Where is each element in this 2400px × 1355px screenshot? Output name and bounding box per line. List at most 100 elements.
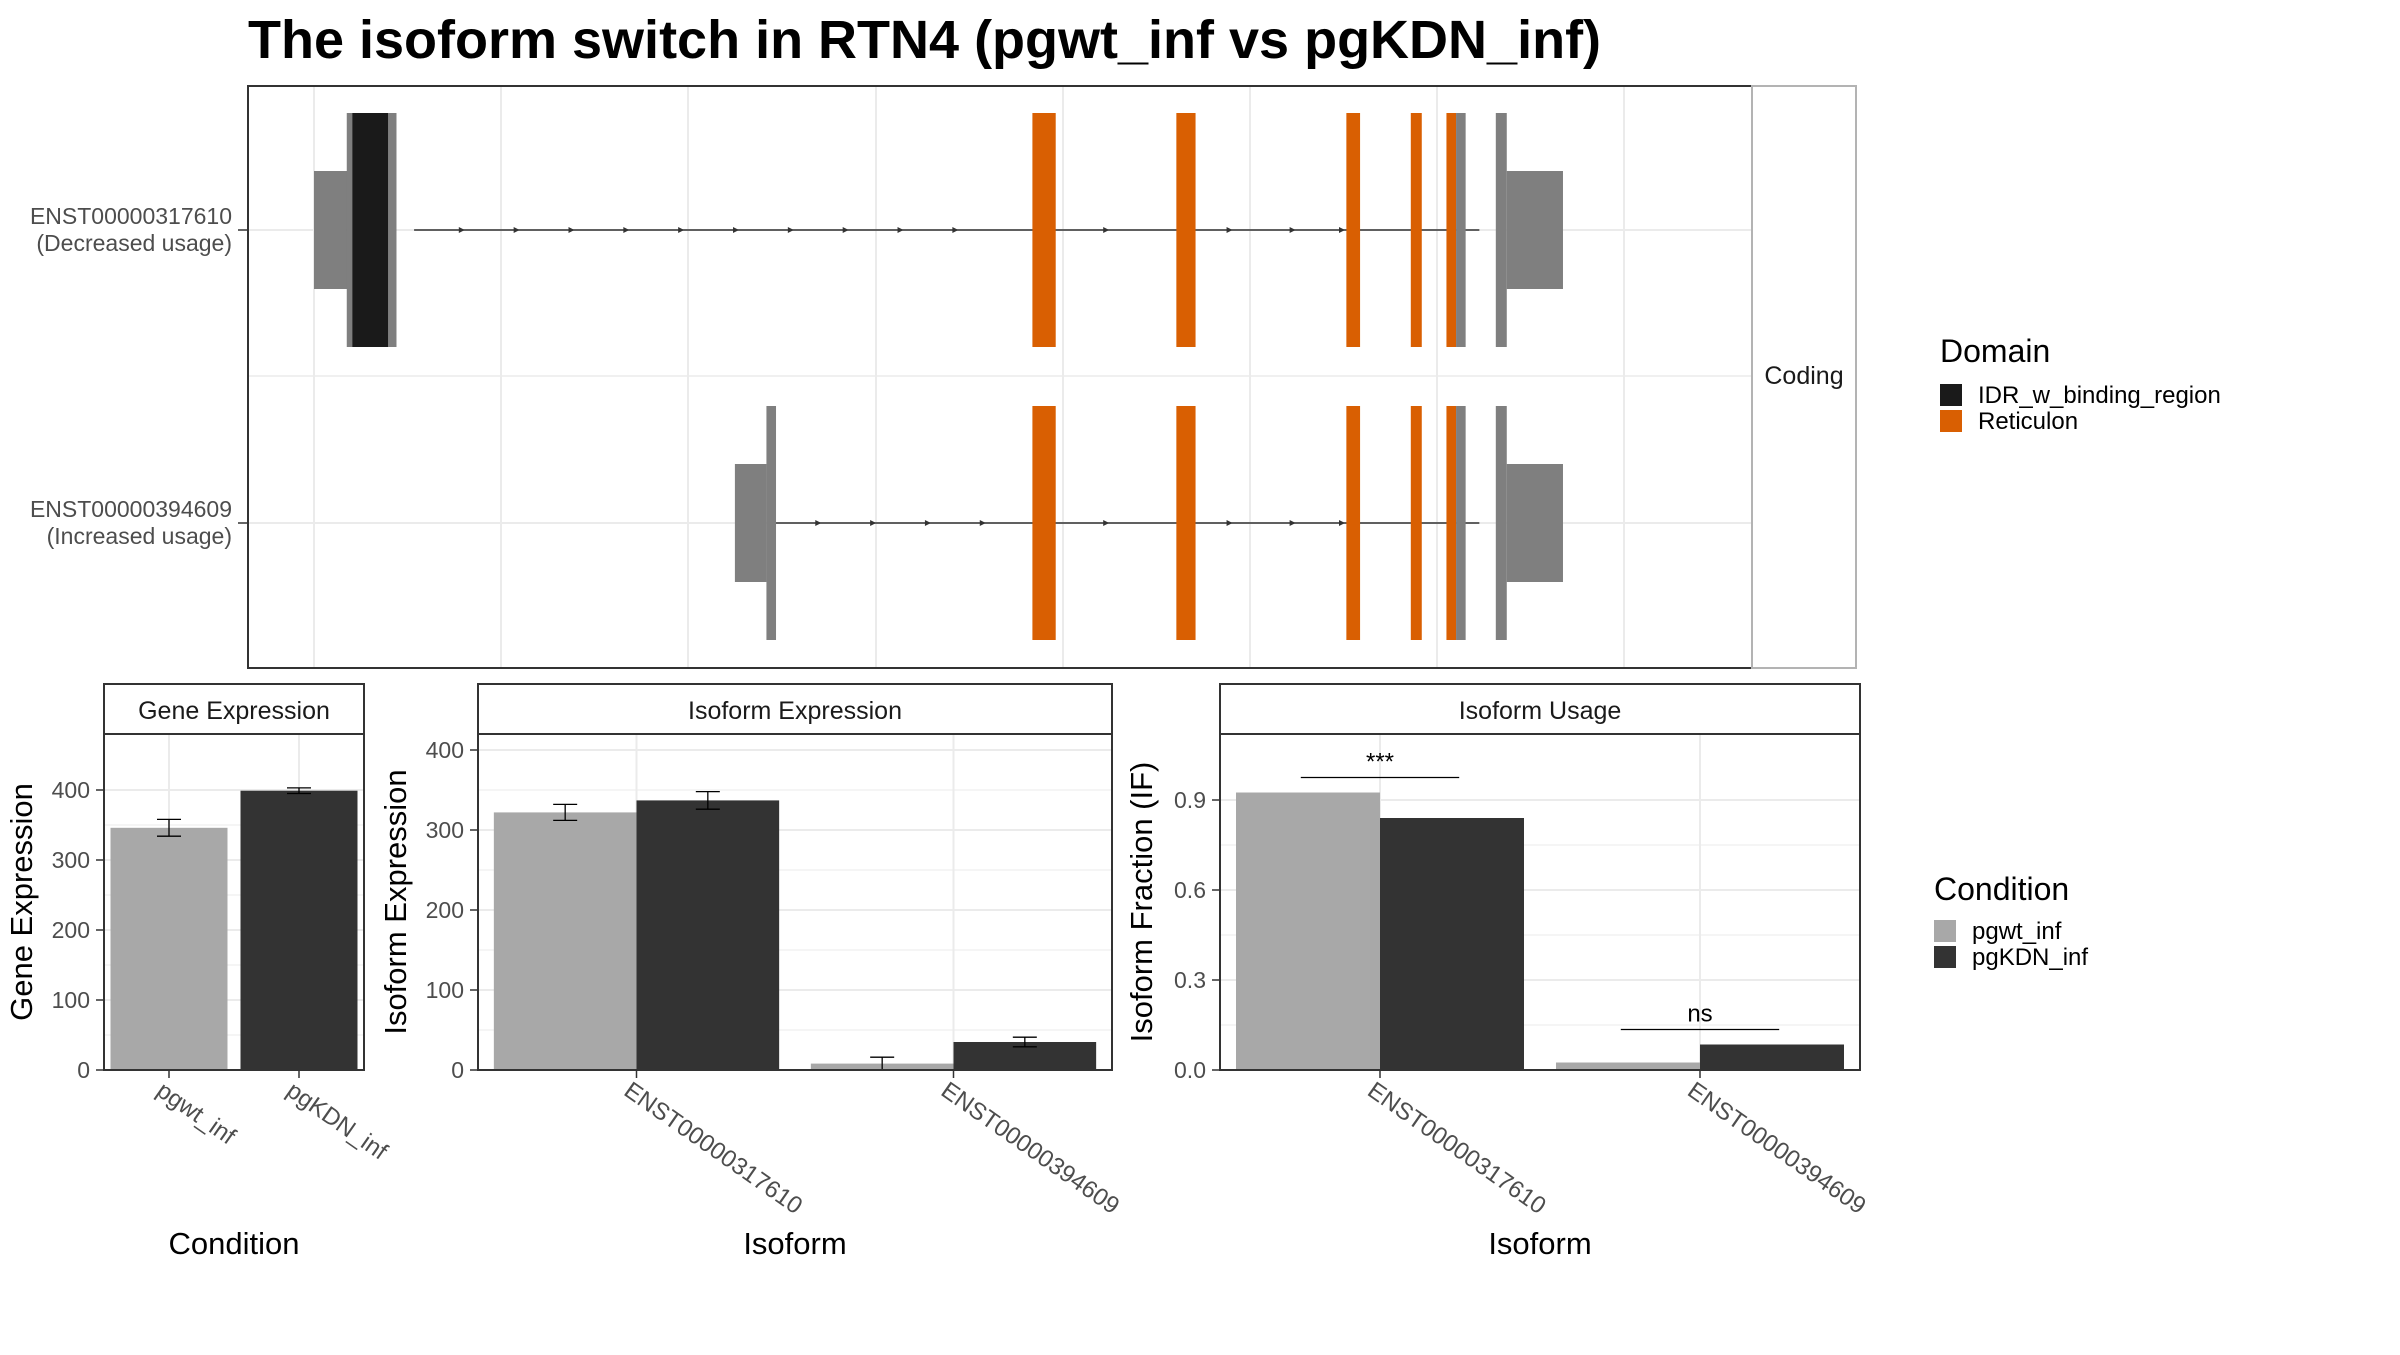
- domain-legend-title: Domain: [1940, 333, 2050, 369]
- facet-strip: [1751, 85, 1857, 669]
- domain-exon: [1346, 406, 1361, 640]
- domain-legend-swatch: [1940, 410, 1962, 432]
- x-axis-title: Isoform: [1488, 1226, 1591, 1261]
- bar: [110, 827, 228, 1070]
- plot-border: [477, 733, 1113, 1071]
- intron-direction-arrow: [979, 520, 986, 526]
- y-tick-label: 300: [426, 817, 464, 843]
- intron-direction-arrow: [1226, 520, 1233, 526]
- intron-direction-arrow: [924, 520, 931, 526]
- coding-exon: [1495, 406, 1507, 640]
- figure-title: The isoform switch in RTN4 (pgwt_inf vs …: [248, 10, 1601, 70]
- bar: [1556, 1062, 1700, 1070]
- plot-border: [103, 733, 365, 1071]
- facet-strip-label: Isoform Expression: [688, 697, 902, 725]
- facet-strip: [477, 683, 1113, 735]
- bar: [493, 812, 637, 1070]
- y-tick-label: 300: [52, 847, 90, 873]
- intron-direction-arrow: [1338, 227, 1345, 233]
- y-tick-label: 200: [426, 897, 464, 923]
- domain-exon: [1410, 406, 1422, 640]
- intron-direction-arrow: [815, 520, 822, 526]
- transcript-usage-label: (Decreased usage): [36, 230, 232, 256]
- intron-direction-arrow: [513, 227, 520, 233]
- coding-exon: [1456, 113, 1466, 347]
- domain-legend-label: IDR_w_binding_region: [1978, 382, 2221, 409]
- x-axis-title: Isoform: [743, 1226, 846, 1261]
- transcript-label: ENST00000317610: [30, 203, 232, 229]
- domain-exon: [1032, 406, 1056, 640]
- condition-legend-label: pgwt_inf: [1972, 918, 2062, 945]
- intron-direction-arrow: [1289, 227, 1296, 233]
- y-axis-title: Isoform Fraction (IF): [1124, 762, 1159, 1043]
- condition-legend-label: pgKDN_inf: [1972, 944, 2088, 971]
- domain-exon: [1410, 113, 1422, 347]
- bar: [1700, 1044, 1844, 1070]
- domain-legend-label: Reticulon: [1978, 408, 2078, 435]
- intron-direction-arrow: [733, 227, 740, 233]
- domain-legend-swatch: [1940, 384, 1962, 406]
- condition-legend-title: Condition: [1934, 871, 2069, 907]
- intron-direction-arrow: [1103, 227, 1110, 233]
- significance-label: ns: [1687, 1001, 1712, 1028]
- intron-direction-arrow: [952, 227, 959, 233]
- coding-exon: [1456, 406, 1466, 640]
- facet-strip: [103, 683, 365, 735]
- transcript-usage-label: (Increased usage): [47, 523, 232, 549]
- facet-strip-label: Coding: [1764, 362, 1843, 390]
- coding-exon: [346, 113, 353, 347]
- intron-direction-arrow: [1226, 227, 1233, 233]
- x-tick-label: pgKDN_inf: [282, 1077, 393, 1166]
- intron-direction-arrow: [1103, 520, 1110, 526]
- y-tick-label: 0.3: [1174, 967, 1206, 993]
- y-tick-label: 0: [451, 1057, 464, 1083]
- facet-strip-label: Gene Expression: [138, 697, 330, 725]
- facet-strip-label: Isoform Usage: [1459, 697, 1622, 725]
- bar: [1380, 818, 1524, 1070]
- significance-label: ***: [1366, 749, 1394, 776]
- intron-direction-arrow: [870, 520, 877, 526]
- x-tick-label: pgwt_inf: [152, 1077, 241, 1151]
- x-tick-label: ENST00000394609: [936, 1077, 1124, 1220]
- intron-direction-arrow: [458, 227, 465, 233]
- utr-exon: [1506, 464, 1563, 582]
- y-tick-label: 400: [52, 777, 90, 803]
- condition-legend-swatch: [1934, 920, 1956, 942]
- coding-exon: [388, 113, 397, 347]
- intron-direction-arrow: [787, 227, 794, 233]
- y-axis-title: Isoform Expression: [378, 769, 413, 1034]
- plot-border: [1219, 733, 1861, 1071]
- y-tick-label: 100: [52, 987, 90, 1013]
- y-tick-label: 0.0: [1174, 1057, 1206, 1083]
- transcript-label: ENST00000394609: [30, 496, 232, 522]
- y-tick-label: 0.9: [1174, 787, 1206, 813]
- intron-direction-arrow: [1289, 520, 1296, 526]
- utr-exon: [314, 171, 347, 289]
- x-tick-label: ENST00000317610: [619, 1077, 807, 1220]
- condition-legend-swatch: [1934, 946, 1956, 968]
- bar: [240, 790, 358, 1070]
- utr-exon: [1506, 171, 1563, 289]
- intron-direction-arrow: [678, 227, 685, 233]
- intron-direction-arrow: [623, 227, 630, 233]
- domain-exon: [1346, 113, 1361, 347]
- domain-exon: [1176, 113, 1196, 347]
- x-tick-label: ENST00000394609: [1683, 1077, 1871, 1220]
- intron-direction-arrow: [1338, 520, 1345, 526]
- y-axis-title: Gene Expression: [4, 783, 39, 1021]
- coding-exon: [766, 406, 777, 640]
- utr-exon: [734, 464, 767, 582]
- domain-exon: [1446, 406, 1457, 640]
- facet-strip: [1219, 683, 1861, 735]
- intron-direction-arrow: [842, 227, 849, 233]
- intron-direction-arrow: [568, 227, 575, 233]
- y-tick-label: 400: [426, 737, 464, 763]
- bar: [636, 800, 780, 1070]
- y-tick-label: 100: [426, 977, 464, 1003]
- domain-exon: [1032, 113, 1056, 347]
- y-tick-label: 0.6: [1174, 877, 1206, 903]
- bar: [1236, 792, 1380, 1070]
- x-axis-title: Condition: [169, 1226, 300, 1261]
